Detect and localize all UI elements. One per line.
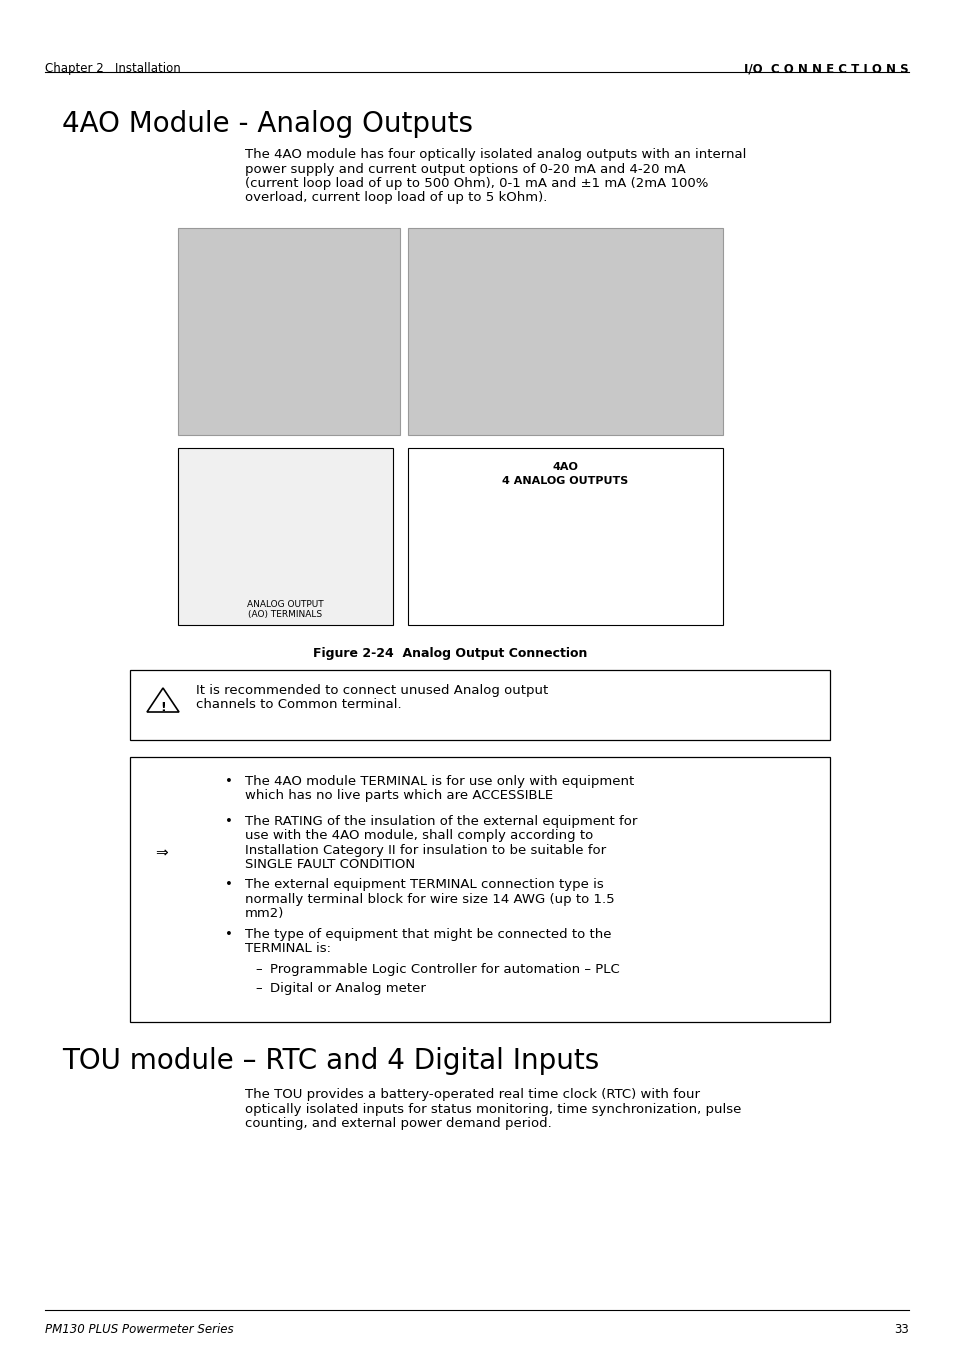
Text: The RATING of the insulation of the external equipment for: The RATING of the insulation of the exte… [245, 815, 637, 828]
FancyBboxPatch shape [178, 228, 399, 434]
Text: use with the 4AO module, shall comply according to: use with the 4AO module, shall comply ac… [245, 830, 593, 843]
Text: •: • [225, 815, 233, 828]
Text: Chapter 2   Installation: Chapter 2 Installation [45, 62, 180, 76]
Text: TOU module – RTC and 4 Digital Inputs: TOU module – RTC and 4 Digital Inputs [62, 1047, 598, 1075]
Text: ⇒: ⇒ [154, 844, 168, 861]
FancyBboxPatch shape [408, 228, 722, 434]
Text: optically isolated inputs for status monitoring, time synchronization, pulse: optically isolated inputs for status mon… [245, 1102, 740, 1116]
Text: 4AO Module - Analog Outputs: 4AO Module - Analog Outputs [62, 111, 473, 138]
FancyBboxPatch shape [130, 670, 829, 741]
Text: ANALOG OUTPUT
(AO) TERMINALS: ANALOG OUTPUT (AO) TERMINALS [247, 600, 323, 619]
Text: The 4AO module has four optically isolated analog outputs with an internal: The 4AO module has four optically isolat… [245, 148, 745, 161]
FancyBboxPatch shape [178, 448, 393, 625]
Text: 33: 33 [893, 1323, 908, 1336]
Text: (current loop load of up to 500 Ohm), 0-1 mA and ±1 mA (2mA 100%: (current loop load of up to 500 Ohm), 0-… [245, 177, 708, 190]
Text: •: • [225, 878, 233, 890]
Text: Installation Category II for insulation to be suitable for: Installation Category II for insulation … [245, 844, 605, 857]
FancyBboxPatch shape [408, 448, 722, 625]
Text: overload, current loop load of up to 5 kOhm).: overload, current loop load of up to 5 k… [245, 192, 547, 205]
Text: Figure 2-24  Analog Output Connection: Figure 2-24 Analog Output Connection [313, 648, 587, 660]
Text: The external equipment TERMINAL connection type is: The external equipment TERMINAL connecti… [245, 878, 603, 890]
Text: counting, and external power demand period.: counting, and external power demand peri… [245, 1117, 551, 1130]
Text: mm2): mm2) [245, 907, 284, 920]
Text: SINGLE FAULT CONDITION: SINGLE FAULT CONDITION [245, 858, 415, 871]
Text: 4 ANALOG OUTPUTS: 4 ANALOG OUTPUTS [501, 476, 627, 486]
Text: •: • [225, 774, 233, 788]
Text: !: ! [160, 701, 166, 714]
Text: Programmable Logic Controller for automation – PLC: Programmable Logic Controller for automa… [270, 963, 619, 975]
Polygon shape [147, 688, 179, 712]
Text: Digital or Analog meter: Digital or Analog meter [270, 982, 425, 996]
Text: 4AO: 4AO [552, 461, 578, 472]
Text: I/O  C O N N E C T I O N S: I/O C O N N E C T I O N S [743, 62, 908, 76]
Text: The TOU provides a battery-operated real time clock (RTC) with four: The TOU provides a battery-operated real… [245, 1089, 700, 1101]
Text: •: • [225, 928, 233, 942]
Text: which has no live parts which are ACCESSIBLE: which has no live parts which are ACCESS… [245, 789, 553, 803]
Text: –: – [254, 982, 261, 996]
Text: It is recommended to connect unused Analog output: It is recommended to connect unused Anal… [195, 684, 548, 697]
Text: The type of equipment that might be connected to the: The type of equipment that might be conn… [245, 928, 611, 942]
Text: power supply and current output options of 0-20 mA and 4-20 mA: power supply and current output options … [245, 162, 685, 175]
Text: PM130 PLUS Powermeter Series: PM130 PLUS Powermeter Series [45, 1323, 233, 1336]
FancyBboxPatch shape [130, 757, 829, 1023]
Text: channels to Common terminal.: channels to Common terminal. [195, 699, 401, 711]
Text: –: – [254, 963, 261, 975]
Text: The 4AO module TERMINAL is for use only with equipment: The 4AO module TERMINAL is for use only … [245, 774, 634, 788]
Text: TERMINAL is:: TERMINAL is: [245, 943, 331, 955]
Text: normally terminal block for wire size 14 AWG (up to 1.5: normally terminal block for wire size 14… [245, 893, 614, 905]
